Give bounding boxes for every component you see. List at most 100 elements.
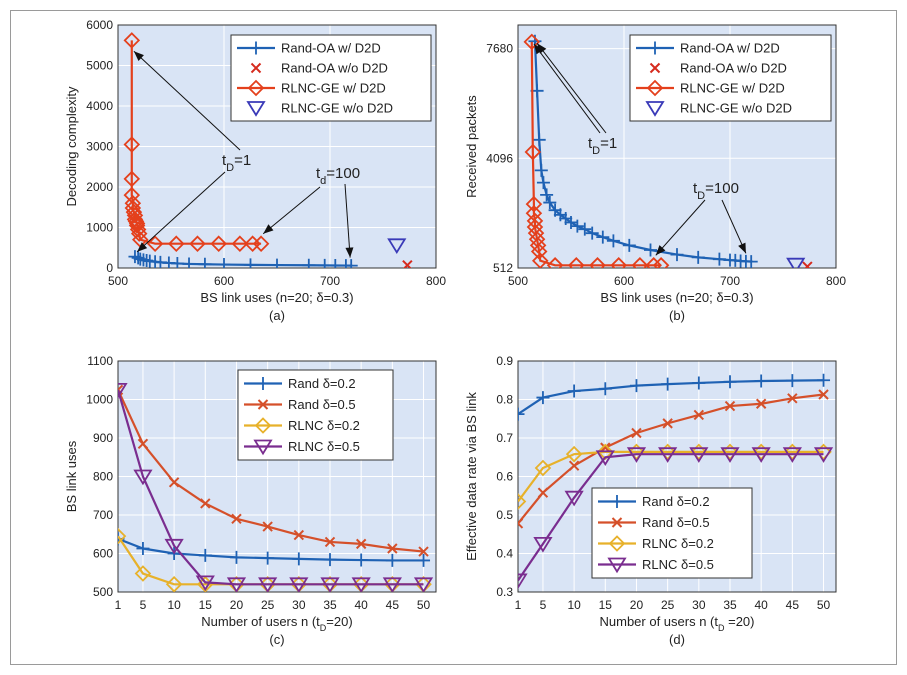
legend-marker [610, 495, 624, 508]
data-point-marker [137, 438, 149, 449]
annotation-arrow [344, 183, 354, 258]
x-axis-label: BS link uses (n=20; δ=0.3) [200, 290, 353, 305]
data-point-marker [130, 225, 148, 242]
data-point-marker [524, 143, 542, 161]
arrow-shaft [536, 42, 607, 134]
y-tick-label: 0.3 [496, 585, 513, 599]
data-point-marker [537, 487, 549, 498]
x-tick-label: 5 [140, 598, 147, 612]
data-point-marker [168, 235, 185, 252]
data-point-marker [229, 550, 243, 564]
data-point-marker [165, 576, 183, 592]
data-point-marker [270, 258, 284, 268]
data-point-marker [534, 163, 548, 177]
legend-box [230, 34, 432, 122]
legend: Rand δ=0.2 Rand δ=0.5 RLNC δ=0.2 RLNC δ=0.5 [237, 369, 394, 461]
data-point-marker [644, 243, 657, 257]
y-tick-label: 5000 [86, 59, 113, 73]
data-point-marker [744, 255, 758, 268]
data-layer [118, 382, 434, 592]
data-point-marker [589, 257, 606, 268]
arrow-head [263, 224, 274, 234]
data-point-marker [244, 258, 257, 268]
data-point-marker [518, 518, 524, 529]
annotation-label: td=100 [316, 165, 360, 187]
x-tick-label: 40 [354, 598, 368, 612]
legend-marker [646, 79, 664, 97]
panel-label: (d) [669, 632, 685, 647]
y-tick-label: 1100 [87, 354, 113, 368]
series-2 [518, 389, 829, 529]
arrow-shaft [136, 171, 226, 253]
series-4 [118, 382, 434, 592]
y-tick-label: 7680 [486, 42, 513, 56]
data-point-marker [628, 443, 645, 461]
data-point-marker [258, 577, 278, 592]
annotation-arrow [655, 199, 706, 256]
y-tick-label: 600 [93, 547, 113, 561]
data-point-marker [118, 527, 127, 545]
legend-entry: Rand-OA w/o D2D [281, 61, 388, 76]
data-point-marker [136, 541, 150, 555]
y-tick-label: 0 [106, 261, 113, 275]
x-tick-label: 20 [630, 598, 644, 612]
data-point-marker [164, 538, 184, 555]
y-tick-label: 0.8 [496, 393, 513, 407]
x-tick-label: 50 [417, 598, 431, 612]
data-point-marker [568, 257, 585, 268]
annotation-arrow [533, 43, 601, 134]
y-tick-label: 500 [93, 585, 113, 599]
x-axis-label: Number of users n (tD =20) [600, 614, 755, 633]
x-tick-label: 10 [567, 598, 581, 612]
data-point-marker [118, 382, 128, 399]
data-point-marker [723, 375, 737, 389]
data-layer [518, 373, 834, 590]
data-point-marker [293, 529, 305, 541]
panel-label: (c) [269, 632, 284, 647]
y-tick-label: 800 [93, 470, 113, 484]
data-point-marker [129, 221, 147, 238]
data-point-marker [210, 235, 227, 252]
data-point-marker [658, 447, 678, 463]
x-tick-label: 30 [292, 598, 306, 612]
data-point-marker [534, 459, 552, 477]
chart-panel-3: 1 5 10 15 20 25 30 35 40 45 5050060070080090010001… [64, 354, 437, 647]
y-tick-label: 0.5 [496, 508, 513, 522]
x-tick-label: 600 [214, 274, 234, 288]
y-tick-label: 4096 [486, 151, 513, 165]
data-point-marker [802, 261, 813, 268]
annotation-arrow [136, 171, 226, 253]
y-axis-label: Effective data rate via BS link [464, 392, 479, 561]
data-layer [523, 33, 813, 268]
data-point-marker [354, 553, 368, 567]
arrow-shaft [533, 43, 601, 134]
legend: Rand δ=0.2 Rand δ=0.5 RLNC δ=0.2 RLNC δ=0.5 [591, 487, 753, 579]
legend-marker [608, 535, 626, 552]
x-tick-label: 1 [115, 598, 122, 612]
series-2 [802, 261, 813, 268]
data-point-marker [754, 374, 768, 388]
data-point-marker [226, 577, 247, 592]
arrow-head [655, 245, 666, 256]
data-point-marker [320, 577, 340, 592]
annotation-label: tD=100 [693, 180, 739, 202]
data-point-marker [662, 418, 673, 429]
y-axis-label: BS link uses [64, 440, 79, 512]
data-point-marker [721, 443, 739, 461]
series-4 [786, 257, 806, 268]
series-3 [523, 33, 670, 268]
data-point-marker [302, 258, 316, 268]
data-point-marker [518, 493, 527, 510]
annotation-label: tD=1 [588, 135, 617, 157]
data-point-marker [570, 219, 584, 233]
data-point-marker [189, 235, 206, 252]
data-point-marker [355, 538, 367, 550]
series-3 [123, 32, 270, 252]
legend-entry: RLNC δ=0.2 [642, 536, 714, 551]
x-tick-label: 5 [540, 598, 547, 612]
data-point-marker [182, 257, 196, 268]
data-point-marker [261, 551, 275, 565]
legend: Rand-OA w/ D2D Rand-OA w/o D2D RLNC-GE w/ … [629, 34, 832, 122]
arrow-head [137, 242, 148, 252]
